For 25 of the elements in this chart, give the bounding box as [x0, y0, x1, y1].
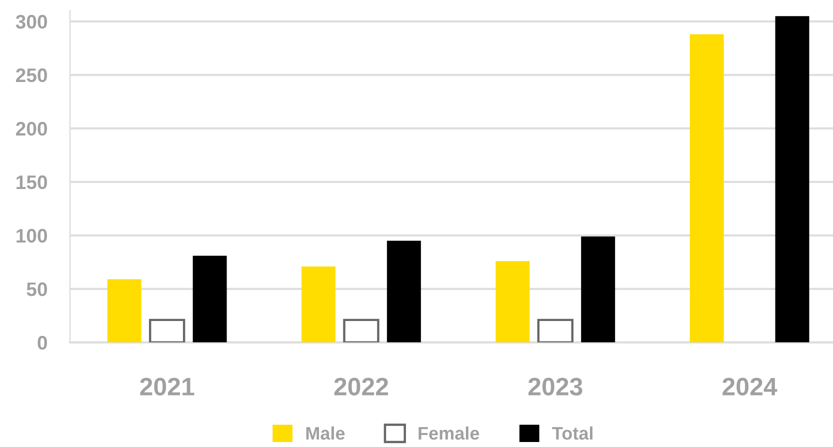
- x-tick-label: 2021: [140, 378, 194, 396]
- bar: [107, 279, 142, 342]
- legend-label: Total: [552, 426, 592, 440]
- bar: [343, 318, 380, 342]
- legend-label: Male: [306, 426, 345, 440]
- y-tick-label: 200: [16, 122, 47, 136]
- y-tick-label: 100: [16, 228, 47, 243]
- bar: [537, 318, 574, 342]
- bar: [192, 256, 227, 342]
- y-tick-label: 0: [38, 336, 47, 350]
- x-tick-label: 2024: [722, 378, 778, 396]
- x-tick-label: 2022: [334, 378, 388, 396]
- bar: [302, 266, 336, 342]
- bar: [775, 16, 810, 342]
- bar: [581, 236, 616, 342]
- y-tick-label: 250: [16, 68, 47, 82]
- bar: [496, 261, 530, 342]
- y-tick-label: 50: [26, 282, 47, 296]
- y-tick-label: 300: [16, 14, 47, 29]
- x-tick-label: 2023: [528, 378, 582, 396]
- y-tick-label: 150: [16, 175, 47, 190]
- bar: [148, 318, 186, 342]
- legend-label: Female: [418, 426, 480, 440]
- bar: [690, 34, 724, 342]
- bar: [386, 240, 421, 342]
